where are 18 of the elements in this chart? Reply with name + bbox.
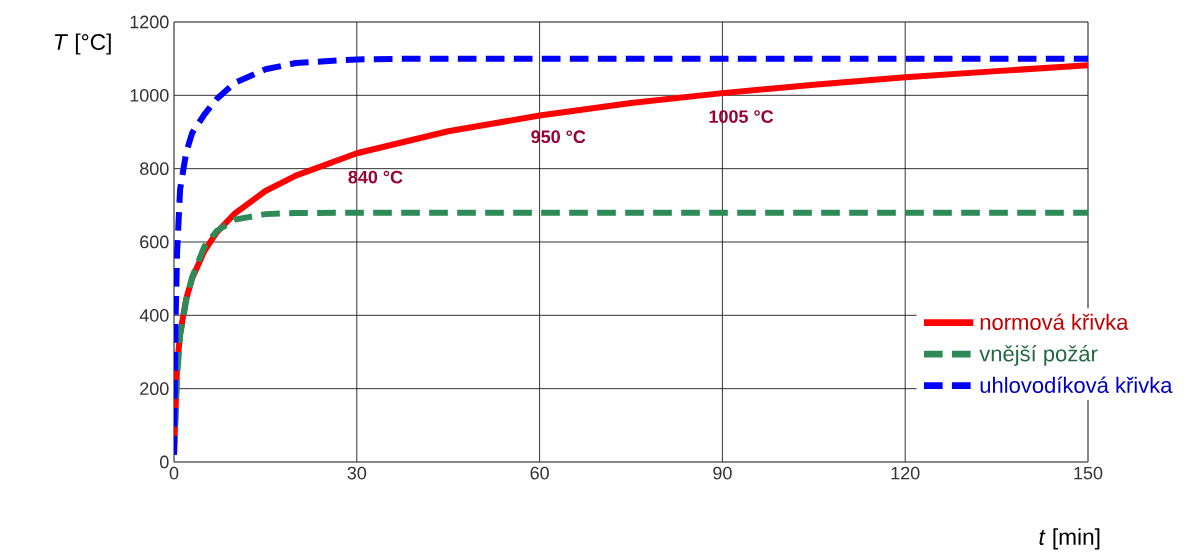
y-tick-label: 200 [140, 382, 169, 396]
y-axis-title: T [°C] [54, 33, 111, 55]
x-tick-label: 150 [1074, 466, 1103, 480]
legend-label: vnější požár [979, 345, 1098, 366]
x-tick-label: 60 [530, 466, 549, 480]
y-tick-label: 0 [160, 455, 169, 469]
x-tick-label: 30 [347, 466, 367, 480]
y-tick-label: 400 [139, 308, 169, 322]
x-tick-label: 0 [169, 466, 179, 480]
y-tick-label: 1000 [130, 88, 169, 102]
legend-label: uhlovodíková křivka [980, 376, 1173, 393]
x-tick-label: 120 [891, 466, 920, 480]
y-tick-label: 1200 [130, 15, 169, 29]
legend-label: normová křivka [980, 313, 1129, 330]
x-tick-label: 90 [713, 466, 732, 480]
x-axis-title: t [min] [1039, 528, 1100, 550]
y-tick-label: 600 [140, 235, 169, 249]
y-tick-label: 800 [140, 162, 169, 176]
